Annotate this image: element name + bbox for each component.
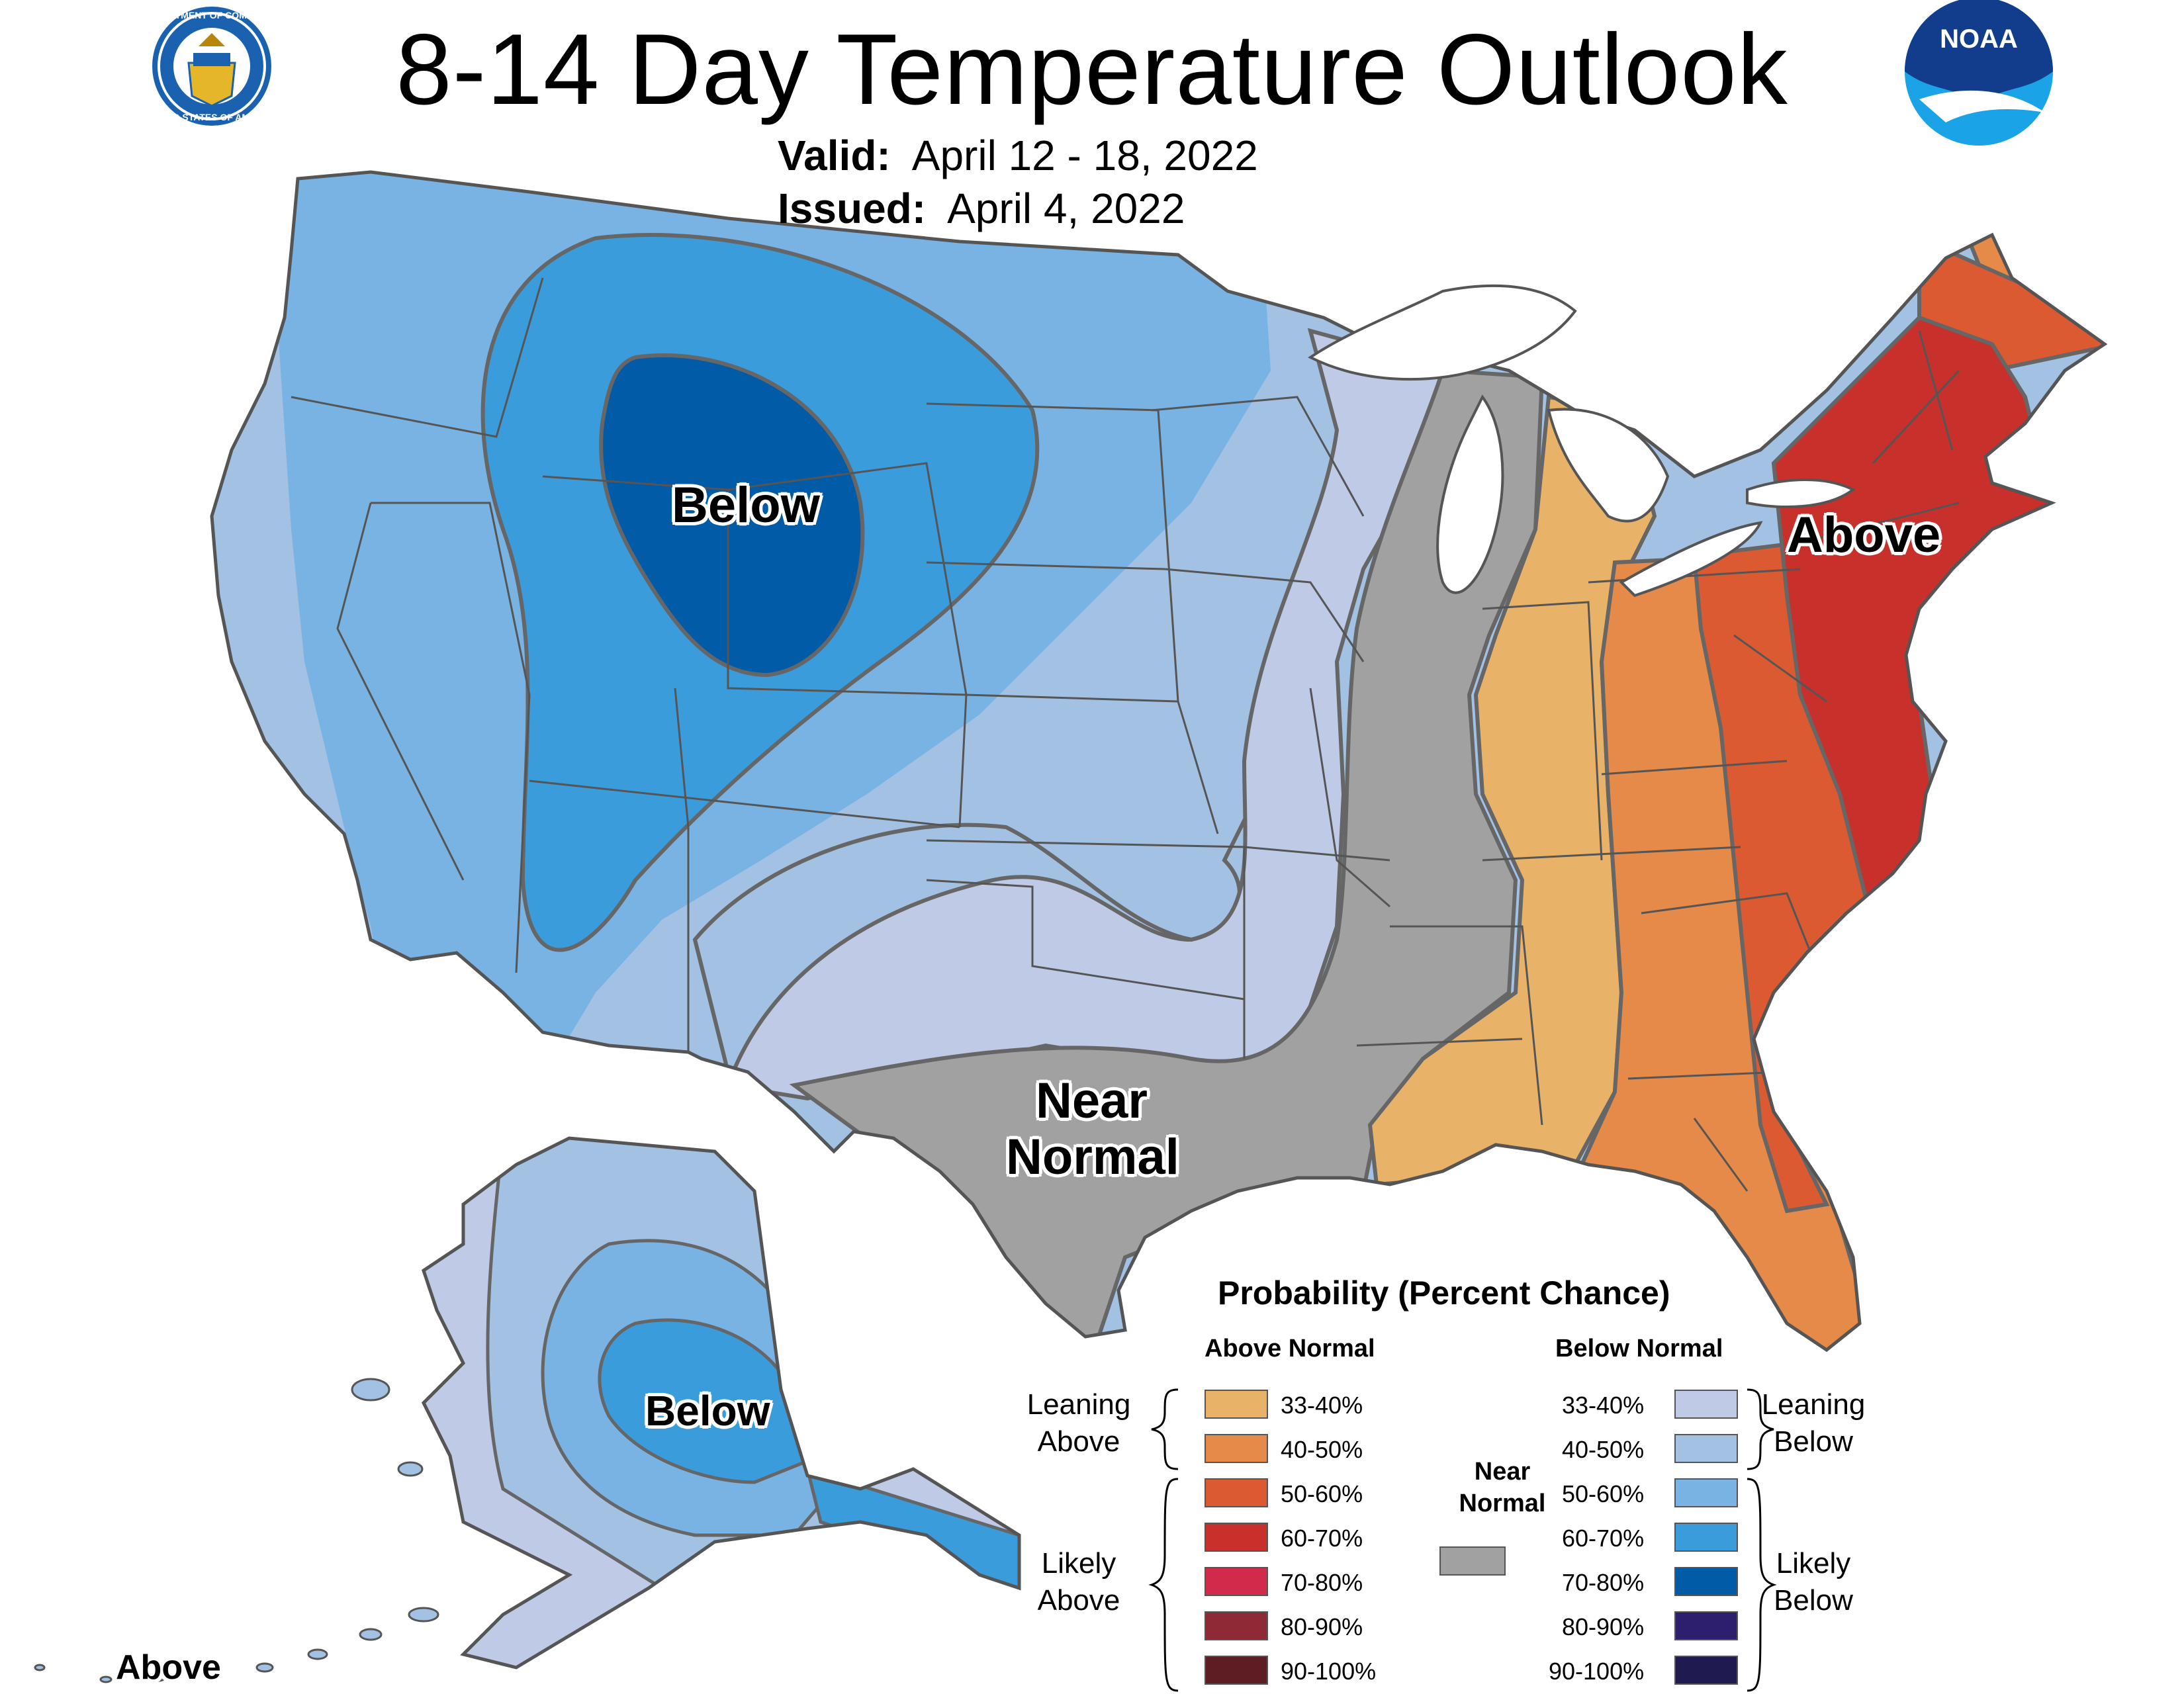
legend-leaning-below: Leaning Below bbox=[1760, 1386, 1866, 1460]
lake-ontario bbox=[1746, 478, 1856, 508]
swatch-above-50-60 bbox=[1205, 1478, 1268, 1507]
likely-above-line1: Likely bbox=[1041, 1547, 1116, 1580]
valid-label: Valid: bbox=[778, 132, 891, 179]
swatch-above-90-100 bbox=[1205, 1656, 1268, 1685]
noaa-logo: NOAA bbox=[1905, 0, 2053, 146]
label-below-west: Below bbox=[672, 477, 820, 533]
state-borders bbox=[291, 277, 1960, 1192]
svg-text:DEPARTMENT OF COMMERCE: DEPARTMENT OF COMMERCE bbox=[144, 10, 281, 21]
valid-row: Valid: April 12 - 18, 2022 bbox=[778, 129, 1258, 182]
likely-below-line1: Likely bbox=[1776, 1547, 1851, 1580]
label-below-90-100: 90-100% bbox=[1549, 1658, 1645, 1685]
legend-below-header: Below Normal bbox=[1555, 1335, 1723, 1362]
likely-above-line2: Above bbox=[1037, 1584, 1120, 1617]
brace-leaning-above bbox=[1151, 1388, 1179, 1470]
label-below-80-90: 80-90% bbox=[1562, 1613, 1645, 1640]
aleutian-islands bbox=[34, 1378, 439, 1683]
likely-below-line2: Below bbox=[1774, 1584, 1853, 1617]
swatch-above-60-70 bbox=[1205, 1523, 1268, 1552]
swatch-above-80-90 bbox=[1205, 1611, 1268, 1640]
label-above-50-60: 50-60% bbox=[1281, 1480, 1363, 1507]
near-normal-region bbox=[789, 368, 1545, 1350]
brace-leaning-below bbox=[1747, 1388, 1774, 1470]
brace-likely-below bbox=[1747, 1478, 1777, 1692]
label-near-normal-2: Normal bbox=[1006, 1129, 1179, 1185]
swatch-above-70-80 bbox=[1205, 1567, 1268, 1596]
lake-huron bbox=[1547, 408, 1670, 523]
leaning-below-line1: Leaning bbox=[1761, 1388, 1866, 1421]
leaning-above-line1: Leaning bbox=[1026, 1388, 1131, 1421]
swatch-below-40-50 bbox=[1674, 1434, 1738, 1463]
legend-near-normal-label: Near Normal bbox=[1449, 1456, 1555, 1519]
label-above-east: Above bbox=[1787, 507, 1941, 563]
near-header-line2: Normal bbox=[1459, 1490, 1546, 1517]
swatch-above-33-40 bbox=[1205, 1390, 1268, 1419]
commerce-seal-logo: DEPARTMENT OF COMMERCE UNITED STATES OF … bbox=[144, 7, 281, 126]
label-below-alaska: Below bbox=[645, 1387, 770, 1435]
legend-likely-above: Likely Above bbox=[1013, 1545, 1145, 1619]
label-above-80-90: 80-90% bbox=[1281, 1613, 1363, 1640]
label-above-60-70: 60-70% bbox=[1281, 1525, 1363, 1552]
label-above-90-100: 90-100% bbox=[1281, 1658, 1377, 1685]
swatch-below-90-100 bbox=[1674, 1656, 1738, 1685]
probability-legend: Probability (Percent Chance) Above Norma… bbox=[1013, 1274, 1865, 1692]
label-below-50-60: 50-60% bbox=[1562, 1480, 1645, 1507]
lake-erie bbox=[1619, 521, 1763, 598]
near-header-line1: Near bbox=[1474, 1458, 1531, 1486]
issued-row: Issued: April 4, 2022 bbox=[778, 182, 1258, 235]
svg-text:NOAA: NOAA bbox=[1940, 24, 2018, 54]
swatch-below-70-80 bbox=[1674, 1567, 1738, 1596]
swatch-below-50-60 bbox=[1674, 1478, 1738, 1507]
label-below-33-40: 33-40% bbox=[1562, 1392, 1645, 1419]
lake-michigan bbox=[1436, 394, 1504, 594]
date-info: Valid: April 12 - 18, 2022 Issued: April… bbox=[778, 129, 1258, 235]
swatch-above-40-50 bbox=[1205, 1434, 1268, 1463]
swatch-near-normal bbox=[1439, 1546, 1506, 1576]
legend-leaning-above: Leaning Above bbox=[1013, 1386, 1145, 1460]
valid-value: April 12 - 18, 2022 bbox=[911, 132, 1258, 179]
label-above-70-80: 70-80% bbox=[1281, 1569, 1363, 1596]
svg-text:UNITED STATES OF AMERICA: UNITED STATES OF AMERICA bbox=[145, 112, 278, 122]
swatch-below-60-70 bbox=[1674, 1523, 1738, 1552]
brace-likely-above bbox=[1148, 1478, 1179, 1692]
legend-likely-below: Likely Below bbox=[1760, 1545, 1866, 1619]
great-lakes bbox=[1308, 284, 1856, 598]
leaning-below-line2: Below bbox=[1774, 1425, 1853, 1458]
page-title: 8-14 Day Temperature Outlook bbox=[396, 13, 1788, 126]
label-above-40-50: 40-50% bbox=[1281, 1436, 1363, 1463]
leaning-above-line2: Above bbox=[1037, 1425, 1120, 1458]
label-below-40-50: 40-50% bbox=[1562, 1436, 1645, 1463]
swatch-below-80-90 bbox=[1674, 1611, 1738, 1640]
issued-label: Issued: bbox=[778, 185, 927, 232]
label-near-normal-1: Near bbox=[1036, 1073, 1148, 1129]
issued-value: April 4, 2022 bbox=[947, 185, 1185, 232]
label-below-60-70: 60-70% bbox=[1562, 1525, 1645, 1552]
swatch-below-33-40 bbox=[1674, 1390, 1738, 1419]
lake-superior bbox=[1308, 284, 1577, 381]
legend-above-header: Above Normal bbox=[1205, 1335, 1375, 1362]
label-above-hawaii: Above bbox=[116, 1648, 221, 1687]
legend-title: Probability (Percent Chance) bbox=[1218, 1274, 1670, 1312]
label-below-70-80: 70-80% bbox=[1562, 1569, 1645, 1596]
label-above-33-40: 33-40% bbox=[1281, 1392, 1363, 1419]
below-70-80-region bbox=[599, 353, 865, 678]
below-33-40-region bbox=[725, 328, 1459, 1101]
